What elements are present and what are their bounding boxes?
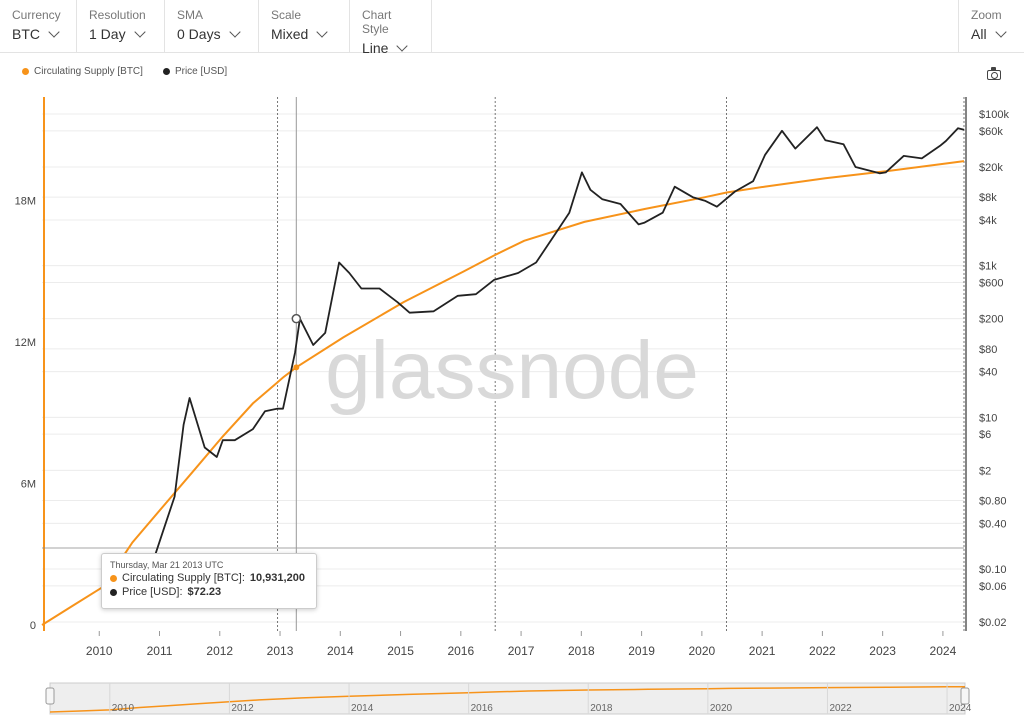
scale-label: Scale: [271, 8, 302, 22]
y-right-tick-label: $0.80: [979, 496, 1007, 508]
navigator-tick-label: 2018: [590, 703, 613, 714]
legend-price-label: Price [USD]: [174, 66, 228, 77]
legend-price-swatch: [162, 68, 170, 75]
y-right-tick-label: $6: [979, 429, 991, 441]
chart-style-label: Chart Style: [362, 8, 392, 36]
watermark: glassnode: [325, 325, 699, 416]
sma-value: 0 Days: [177, 26, 221, 42]
x-tick-label: 2021: [749, 644, 776, 658]
y-right-tick-label: $0.06: [979, 581, 1007, 593]
navigator-left-handle[interactable]: [45, 687, 55, 705]
y-right-tick-label: $80: [979, 344, 997, 356]
y-right-tick-label: $40: [979, 367, 997, 379]
x-tick-label: 2012: [206, 644, 233, 658]
x-tick-label: 2020: [689, 644, 716, 658]
y-left-tick-label: 18M: [15, 196, 36, 208]
legend-item-supply[interactable]: Circulating Supply [BTC]: [22, 66, 143, 77]
x-tick-label: 2022: [809, 644, 836, 658]
y-right-tick-label: $100k: [979, 109, 1009, 121]
y-right-tick-label: $600: [979, 277, 1003, 289]
x-tick-label: 2015: [387, 644, 414, 658]
scale-value: Mixed: [271, 26, 309, 42]
x-tick-label: 2010: [86, 644, 113, 658]
y-right-tick-label: $1k: [979, 261, 997, 273]
x-tick-label: 2018: [568, 644, 595, 658]
y-right-tick-label: $8k: [979, 192, 997, 204]
chart-style-select[interactable]: Chart Style Line: [350, 0, 432, 56]
y-right-tick-label: $60k: [979, 126, 1003, 138]
resolution-label: Resolution: [89, 8, 146, 22]
y-right-tick-label: $200: [979, 314, 1003, 326]
legend-item-price[interactable]: Price [USD]: [162, 66, 228, 77]
chart-legend: Circulating Supply [BTC] Price [USD]: [22, 66, 227, 77]
navigator-tick-label: 2022: [829, 703, 852, 714]
x-tick-label: 2013: [267, 644, 294, 658]
legend-supply-swatch: [22, 68, 29, 75]
navigator-tick-label: 2020: [710, 703, 733, 714]
resolution-value: 1 Day: [89, 26, 126, 42]
navigator-tick-label: 2014: [351, 703, 374, 714]
y-left-tick-label: 0: [30, 620, 36, 632]
currency-label: Currency: [12, 8, 61, 22]
legend-supply-label: Circulating Supply [BTC]: [34, 66, 143, 77]
chart-tooltip: Thursday, Mar 21 2013 UTC Circulating Su…: [101, 553, 317, 609]
navigator-tick-label: 2010: [112, 703, 135, 714]
price-cursor-point: [291, 313, 302, 324]
currency-select[interactable]: Currency BTC: [0, 0, 77, 52]
y-right-tick-label: $2: [979, 465, 991, 477]
supply-series-line: [41, 160, 965, 626]
scale-select[interactable]: Scale Mixed: [259, 0, 350, 52]
chart-style-value: Line: [362, 40, 389, 56]
tooltip-price-swatch: [110, 588, 117, 596]
navigator-tick-label: 2024: [949, 703, 972, 714]
x-tick-label: 2017: [508, 644, 535, 658]
navigator-supply-line: [49, 685, 966, 713]
y-right-tick-label: $0.10: [979, 564, 1007, 576]
y-right-tick-label: $0.02: [979, 617, 1007, 629]
sma-select[interactable]: SMA 0 Days: [165, 0, 259, 52]
navigator-right-handle[interactable]: [960, 687, 970, 705]
tooltip-date: Thursday, Mar 21 2013 UTC: [110, 560, 224, 570]
navigator-tick-label: 2016: [471, 703, 494, 714]
tooltip-supply-value: 10,931,200: [249, 572, 305, 584]
tooltip-supply-label: Circulating Supply [BTC]:: [122, 572, 245, 584]
price-series-line: [137, 126, 965, 587]
zoom-select[interactable]: Zoom All: [958, 0, 1024, 52]
toolbar: Currency BTC Resolution 1 Day SMA 0 Days…: [0, 0, 1024, 56]
navigator-tick-label: 2012: [231, 703, 254, 714]
tooltip-supply-row: Circulating Supply [BTC]: 10,931,200: [110, 572, 308, 584]
zoom-label: Zoom: [971, 8, 1002, 22]
camera-icon[interactable]: [987, 67, 1001, 80]
x-tick-label: 2014: [327, 644, 354, 658]
tooltip-supply-swatch: [110, 574, 117, 582]
y-left-tick-label: 6M: [21, 479, 36, 491]
y-right-tick-label: $4k: [979, 215, 997, 227]
y-right-tick-label: $10: [979, 412, 997, 424]
x-tick-label: 2011: [147, 644, 173, 658]
y-left-tick-label: 12M: [15, 337, 36, 349]
tooltip-price-row: Price [USD]: $72.23: [110, 586, 308, 598]
x-tick-label: 2024: [930, 644, 957, 658]
tooltip-price-value: $72.23: [187, 586, 222, 598]
zoom-value: All: [971, 26, 987, 42]
tooltip-price-label: Price [USD]:: [122, 586, 183, 598]
resolution-select[interactable]: Resolution 1 Day: [77, 0, 165, 52]
x-tick-label: 2016: [447, 644, 474, 658]
x-tick-label: 2019: [628, 644, 655, 658]
sma-label: SMA: [177, 8, 204, 22]
y-right-tick-label: $20k: [979, 162, 1003, 174]
supply-cursor-point: [293, 364, 300, 371]
currency-value: BTC: [12, 26, 40, 42]
y-right-tick-label: $0.40: [979, 518, 1007, 530]
x-tick-label: 2023: [869, 644, 896, 658]
